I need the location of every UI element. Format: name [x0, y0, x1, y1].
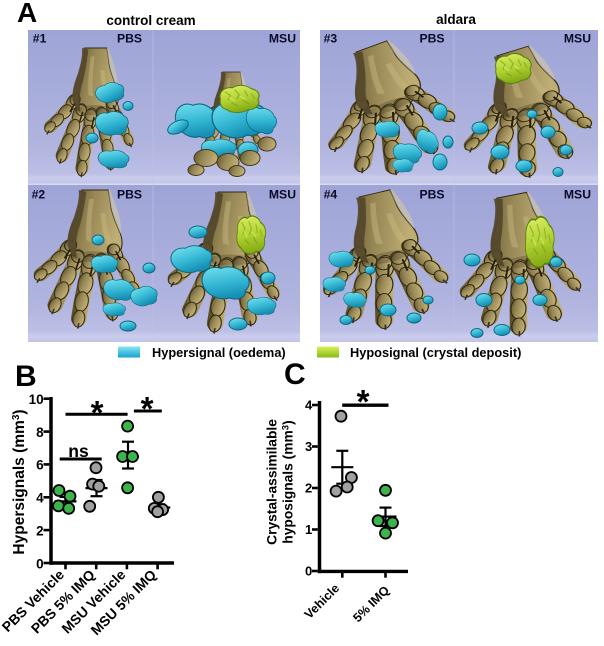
- svg-text:PBS: PBS: [419, 188, 444, 202]
- svg-text:*: *: [357, 383, 370, 420]
- svg-text:1: 1: [305, 522, 312, 537]
- svg-text:Hyposignal (crystal deposit): Hyposignal (crystal deposit): [350, 345, 521, 360]
- svg-text:*: *: [91, 394, 104, 431]
- svg-text:10: 10: [29, 392, 44, 407]
- svg-text:ns: ns: [68, 441, 89, 461]
- svg-text:#4: #4: [324, 188, 338, 202]
- svg-text:Vehicle: Vehicle: [302, 581, 342, 621]
- svg-text:MSU: MSU: [564, 31, 591, 45]
- svg-text:8: 8: [36, 425, 44, 440]
- svg-text:#2: #2: [32, 188, 46, 202]
- svg-text:4: 4: [305, 398, 313, 413]
- svg-text:2: 2: [36, 523, 44, 538]
- svg-text:C: C: [284, 358, 306, 391]
- svg-text:4: 4: [36, 491, 44, 506]
- svg-text:0: 0: [36, 556, 44, 571]
- svg-text:PBS: PBS: [419, 31, 444, 45]
- svg-text:MSU: MSU: [269, 188, 296, 202]
- svg-text:PBS: PBS: [117, 31, 142, 45]
- svg-text:MSU: MSU: [564, 188, 591, 202]
- svg-text:Hypersignals (mm3): Hypersignals (mm3): [11, 409, 28, 554]
- svg-text:#3: #3: [324, 31, 338, 45]
- svg-text:A: A: [17, 0, 37, 28]
- svg-text:6: 6: [36, 458, 44, 473]
- svg-text:3: 3: [305, 439, 312, 454]
- svg-text:control cream: control cream: [106, 13, 195, 28]
- svg-text:#1: #1: [33, 31, 47, 45]
- svg-text:B: B: [15, 360, 37, 393]
- svg-text:PBS: PBS: [117, 188, 142, 202]
- svg-text:hyposignals (mm3): hyposignals (mm3): [281, 420, 296, 543]
- svg-text:*: *: [141, 390, 154, 427]
- svg-text:0: 0: [305, 564, 312, 579]
- svg-text:2: 2: [305, 481, 312, 496]
- svg-text:Crystal-assimilable: Crystal-assimilable: [265, 419, 280, 545]
- svg-text:Hypersignal (oedema): Hypersignal (oedema): [152, 345, 286, 360]
- svg-text:5% IMQ: 5% IMQ: [350, 583, 392, 625]
- svg-text:aldara: aldara: [436, 12, 476, 27]
- svg-text:MSU: MSU: [269, 31, 296, 45]
